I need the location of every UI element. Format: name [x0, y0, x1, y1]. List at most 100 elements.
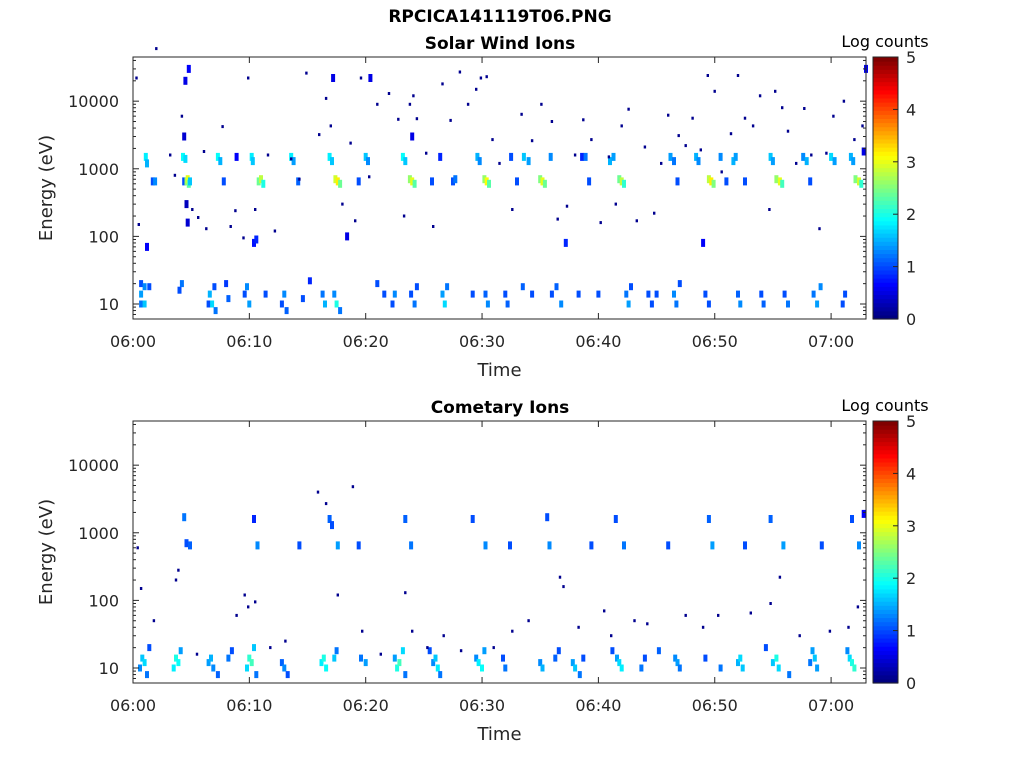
colorbar-segment	[873, 61, 898, 66]
heatmap-cell	[210, 300, 215, 308]
low-count-pixel	[426, 646, 429, 650]
x-tick-label: 06:50	[692, 696, 738, 715]
colorbar-segment	[873, 179, 898, 185]
heatmap-cell	[549, 290, 554, 298]
heatmap-cell	[548, 152, 553, 161]
heatmap-cell	[850, 659, 854, 667]
heatmap-cell	[282, 290, 287, 298]
low-count-pixel	[155, 47, 158, 51]
colorbar-segment	[873, 273, 898, 279]
low-count-pixel	[351, 485, 355, 489]
low-count-pixel	[778, 575, 782, 579]
colorbar-segment	[873, 531, 898, 537]
colorbar-segment	[873, 208, 898, 214]
heatmap-cell	[724, 177, 729, 186]
heatmap-cell	[812, 654, 817, 662]
heatmap-cell	[147, 644, 152, 652]
low-count-pixel	[795, 161, 798, 165]
colorbar-segment	[873, 65, 898, 70]
low-count-pixel	[316, 490, 320, 494]
heatmap-cell	[321, 654, 326, 662]
x-tick-label: 07:00	[808, 696, 854, 715]
low-count-pixel	[717, 613, 720, 617]
colorbar-segment	[873, 613, 898, 619]
colorbar-segment	[873, 678, 898, 684]
heatmap-cell	[859, 179, 864, 188]
low-count-pixel	[174, 578, 178, 582]
heatmap-cell	[718, 152, 723, 161]
heatmap-cell	[356, 177, 361, 186]
heatmap-cell	[774, 654, 779, 662]
colorbar-segment	[873, 580, 898, 586]
heatmap-cell	[736, 659, 740, 667]
colorbar-segment	[873, 228, 898, 234]
colorbar-segment	[873, 167, 898, 173]
colorbar-segment	[873, 188, 898, 193]
heatmap-cell	[677, 280, 682, 288]
heatmap-cell	[553, 654, 558, 662]
heatmap-cell	[412, 300, 417, 308]
heatmap-cell	[409, 290, 414, 298]
heatmap-cell	[521, 152, 526, 161]
heatmap-cell	[703, 654, 708, 662]
low-count-pixel	[577, 625, 580, 629]
heatmap-cell	[334, 300, 339, 308]
colorbar-segment	[873, 224, 898, 230]
x-tick-label: 06:10	[226, 332, 272, 351]
heatmap-cell	[206, 659, 211, 667]
heatmap-cell	[619, 177, 624, 186]
heatmap-cell	[356, 541, 361, 550]
heatmap-cell	[183, 154, 188, 163]
low-count-pixel	[349, 141, 352, 145]
panel-title: Solar Wind Ions	[425, 34, 576, 54]
low-count-pixel	[635, 219, 638, 223]
heatmap-cell	[324, 664, 329, 672]
colorbar-segment	[873, 237, 898, 242]
colorbar-segment	[873, 498, 898, 504]
heatmap-cell	[563, 238, 568, 247]
low-count-pixel	[318, 133, 321, 137]
axes-box	[132, 56, 867, 320]
heatmap-cell	[185, 218, 190, 227]
low-count-pixel	[195, 652, 199, 656]
colorbar-segment	[873, 89, 898, 95]
heatmap-cell	[221, 177, 226, 186]
colorbar-segment	[873, 654, 898, 660]
colorbar-segment	[873, 519, 898, 524]
heatmap-cell	[819, 541, 824, 550]
low-count-pixel	[825, 151, 828, 155]
low-count-pixel	[847, 625, 850, 629]
colorbar-segment	[873, 110, 898, 115]
heatmap-cell	[215, 671, 220, 679]
colorbar-segment	[873, 85, 898, 91]
heatmap-cell	[289, 152, 294, 161]
colorbar-segment	[873, 421, 898, 426]
heatmap-cell	[861, 509, 866, 518]
low-count-pixel	[247, 605, 250, 609]
heatmap-cell	[207, 290, 212, 298]
y-axis-label: Energy (eV)	[36, 135, 57, 241]
low-count-pixel	[565, 204, 569, 208]
heatmap-cell	[780, 179, 785, 188]
y-tick-label: 1000	[78, 160, 119, 179]
colorbar-segment	[873, 286, 898, 291]
heatmap-cell	[470, 515, 475, 523]
heatmap-cells	[136, 485, 866, 679]
heatmap-cell	[642, 654, 647, 662]
heatmap-cell	[853, 175, 858, 184]
heatmap-cell	[811, 290, 816, 298]
heatmap-cell	[672, 157, 676, 166]
heatmap-cell	[484, 177, 489, 186]
heatmap-cell	[694, 152, 699, 161]
colorbar-segment	[873, 278, 898, 283]
low-count-pixel	[273, 229, 277, 233]
heatmap-cell	[382, 290, 387, 298]
heatmap-cell	[787, 671, 792, 679]
colorbar-segment	[873, 527, 898, 533]
heatmap-cell	[403, 671, 408, 679]
colorbar-segment	[873, 515, 898, 520]
low-count-pixel	[298, 177, 301, 181]
heatmap-cell	[515, 177, 519, 186]
